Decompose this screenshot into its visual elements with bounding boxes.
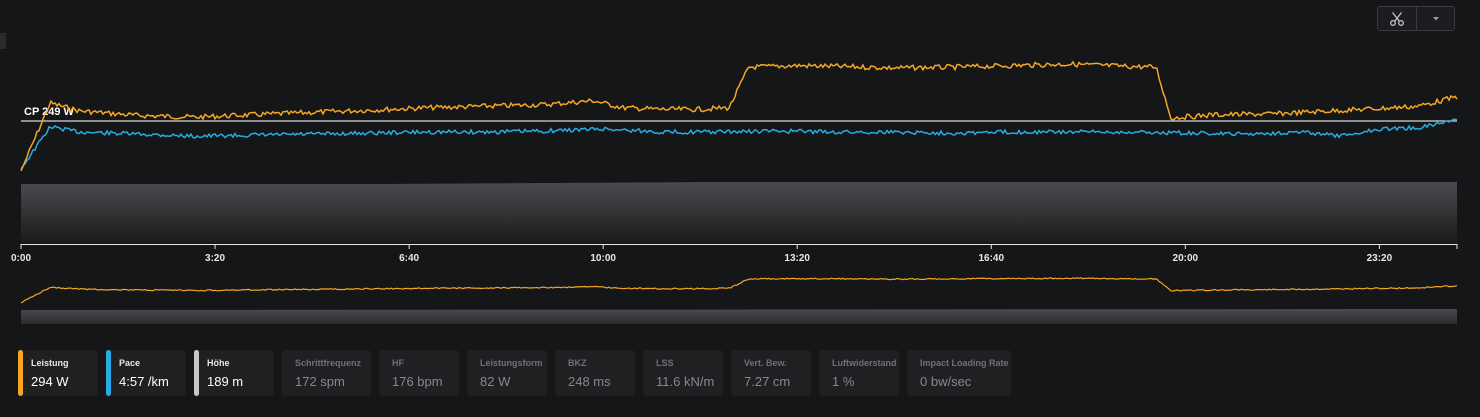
legend-color-bar — [106, 350, 111, 396]
legend-value: 294 W — [31, 374, 69, 389]
legend-value: 248 ms — [568, 374, 611, 389]
legend-label: Höhe — [207, 358, 230, 368]
x-tick-label: 13:20 — [784, 253, 810, 264]
navigator-elevation-area — [21, 309, 1457, 324]
legend-color-bar — [18, 350, 23, 396]
legend-card-leistungsform[interactable]: Leistungsform 82 W — [467, 350, 547, 396]
x-tick-label: 16:40 — [978, 253, 1004, 264]
legend-label: Pace — [119, 358, 141, 368]
elevation-area — [21, 182, 1457, 243]
legend-value: 1 % — [832, 374, 855, 389]
power-series-line — [20, 60, 1458, 172]
legend-card-schrittfrequenz[interactable]: Schrittfrequenz 172 spm — [282, 350, 371, 396]
pace-series-line — [20, 118, 1458, 170]
caret-down-icon — [1432, 16, 1439, 20]
legend-value: 189 m — [207, 374, 244, 389]
legend-card-bkz[interactable]: BKZ 248 ms — [555, 350, 635, 396]
scissors-icon — [1390, 11, 1404, 26]
side-edge-marker — [0, 33, 6, 49]
legend-card-hf[interactable]: HF 176 bpm — [379, 350, 459, 396]
legend-value: 4:57 /km — [119, 374, 169, 389]
legend-label: HF — [392, 358, 404, 368]
legend-card-lss[interactable]: LSS 11.6 kN/m — [643, 350, 723, 396]
legend-value: 11.6 kN/m — [656, 374, 715, 389]
legend-card-pace[interactable]: Pace 4:57 /km — [106, 350, 186, 396]
x-tick-label: 3:20 — [205, 253, 225, 264]
x-tick-label: 20:00 — [1173, 253, 1199, 264]
x-tick-label: 10:00 — [590, 253, 616, 264]
legend-color-bar — [194, 350, 199, 396]
legend-value: 172 spm — [295, 374, 345, 389]
legend-label: Schrittfrequenz — [295, 358, 362, 368]
activity-chart[interactable]: CP 249 W 0:00 3:20 6:40 10:00 13:20 16:40 20:0… — [0, 0, 1480, 340]
legend-value: 82 W — [480, 374, 511, 389]
crop-button[interactable] — [1378, 7, 1417, 30]
legend-card-luftwiderstand[interactable]: Luftwiderstand 1 % — [819, 350, 899, 396]
legend-label: Luftwiderstand — [832, 358, 897, 368]
x-tick-label: 23:20 — [1367, 253, 1393, 264]
legend-card-h-he[interactable]: Höhe 189 m — [194, 350, 274, 396]
legend-label: Impact Loading Rate — [920, 358, 1009, 368]
legend-value: 176 bpm — [392, 374, 443, 389]
x-tick-label: 0:00 — [11, 253, 31, 264]
legend-label: Leistung — [31, 358, 69, 368]
legend-card-leistung[interactable]: Leistung 294 W — [18, 350, 98, 396]
cp-reference-label: CP 249 W — [24, 106, 75, 118]
navigator-plot[interactable] — [20, 277, 1458, 324]
toolbar-dropdown-button[interactable] — [1417, 7, 1454, 30]
legend-value: 0 bw/sec — [920, 374, 972, 389]
legend-card-impact-loading-rate[interactable]: Impact Loading Rate 0 bw/sec — [907, 350, 1011, 396]
legend-label: LSS — [656, 358, 674, 368]
x-tick-label: 6:40 — [399, 253, 419, 264]
legend-value: 7.27 cm — [744, 374, 791, 389]
navigator-power-line — [20, 277, 1458, 304]
chart-toolbar — [1377, 6, 1455, 31]
legend-label: Vert. Bew. — [744, 358, 787, 368]
legend-label: BKZ — [568, 358, 587, 368]
main-plot: CP 249 W 0:00 3:20 6:40 10:00 13:20 16:40 20:0… — [11, 60, 1458, 264]
legend-label: Leistungsform — [480, 358, 543, 368]
metric-legend: Leistung 294 W Pace 4:57 /km Höhe 189 m Schrit… — [18, 350, 1011, 396]
legend-card-vert-bew-[interactable]: Vert. Bew. 7.27 cm — [731, 350, 811, 396]
x-axis-ticks: 0:00 3:20 6:40 10:00 13:20 16:40 20:00 23:20 — [11, 244, 1458, 264]
